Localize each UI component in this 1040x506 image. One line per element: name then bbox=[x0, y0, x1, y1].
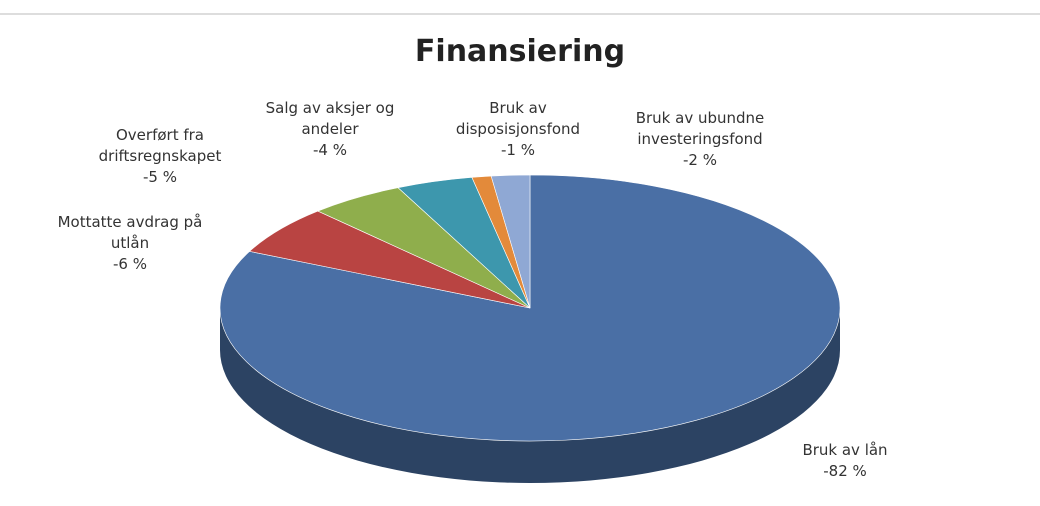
slice-name: Overført fra driftsregnskapet bbox=[98, 126, 222, 165]
slice-value: -2 % bbox=[683, 151, 717, 169]
slice-value: -82 % bbox=[823, 462, 867, 480]
slice-name: Bruk av disposisjonsfond bbox=[455, 99, 581, 138]
data-label: Overført fra driftsregnskapet -5 % bbox=[75, 125, 245, 188]
data-label: Salg av aksjer og andeler -4 % bbox=[235, 98, 425, 161]
slice-value: -6 % bbox=[113, 255, 147, 273]
slice-value: -5 % bbox=[143, 168, 177, 186]
slice-value: -1 % bbox=[501, 141, 535, 159]
slice-name: Bruk av ubundne investeringsfond bbox=[635, 109, 765, 148]
data-label: Bruk av disposisjonsfond -1 % bbox=[438, 98, 598, 161]
slice-side bbox=[220, 308, 840, 483]
slice bbox=[490, 174, 531, 309]
data-label: Bruk av ubundne investeringsfond -2 % bbox=[600, 108, 800, 171]
slice-name: Salg av aksjer og andeler bbox=[265, 99, 395, 138]
slice-name: Mottatte avdrag på utlån bbox=[57, 213, 203, 252]
slice-value: -4 % bbox=[313, 141, 347, 159]
chart-title: Finansiering bbox=[414, 34, 626, 69]
data-label: Bruk av lån -82 % bbox=[785, 440, 905, 482]
data-label: Mottatte avdrag på utlån -6 % bbox=[40, 212, 220, 275]
slice-name: Bruk av lån bbox=[802, 441, 888, 459]
